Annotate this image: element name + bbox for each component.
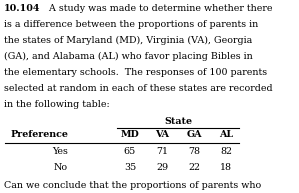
Text: AL: AL [219,130,233,139]
Text: Can we conclude that the proportions of parents who: Can we conclude that the proportions of … [4,181,261,190]
Text: 82: 82 [220,147,232,156]
Text: MD: MD [120,130,139,139]
Text: 78: 78 [188,147,200,156]
Text: 29: 29 [156,163,168,172]
Text: Preference: Preference [10,130,68,139]
Text: State: State [164,117,192,126]
Text: 35: 35 [124,163,136,172]
Text: in the following table:: in the following table: [4,100,110,109]
Text: 22: 22 [188,163,200,172]
Text: 18: 18 [220,163,232,172]
Text: the elementary schools.  The responses of 100 parents: the elementary schools. The responses of… [4,68,267,77]
Text: A study was made to determine whether there: A study was made to determine whether th… [43,4,272,13]
Text: Yes: Yes [52,147,68,156]
Text: (GA), and Alabama (AL) who favor placing Bibles in: (GA), and Alabama (AL) who favor placing… [4,52,253,61]
Text: selected at random in each of these states are recorded: selected at random in each of these stat… [4,84,273,93]
Text: the states of Maryland (MD), Virginia (VA), Georgia: the states of Maryland (MD), Virginia (V… [4,36,252,45]
Text: No: No [54,163,68,172]
Text: GA: GA [186,130,202,139]
Text: 10.104: 10.104 [4,4,40,13]
Text: is a difference between the proportions of parents in: is a difference between the proportions … [4,20,258,29]
Text: 71: 71 [156,147,168,156]
Text: VA: VA [155,130,169,139]
Text: 65: 65 [124,147,136,156]
